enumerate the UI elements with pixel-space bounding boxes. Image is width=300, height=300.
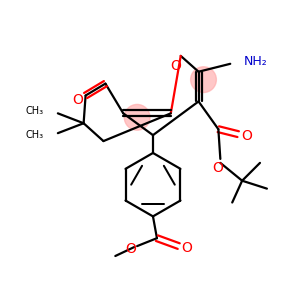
Text: O: O: [181, 241, 192, 255]
Circle shape: [190, 67, 216, 92]
Text: O: O: [170, 59, 181, 73]
Text: CH₃: CH₃: [26, 106, 44, 116]
Text: CH₃: CH₃: [26, 130, 44, 140]
Text: O: O: [126, 242, 136, 256]
Text: O: O: [72, 94, 83, 107]
Text: O: O: [212, 161, 223, 175]
Text: NH₂: NH₂: [244, 55, 268, 68]
Text: O: O: [242, 129, 253, 143]
Circle shape: [124, 104, 150, 130]
